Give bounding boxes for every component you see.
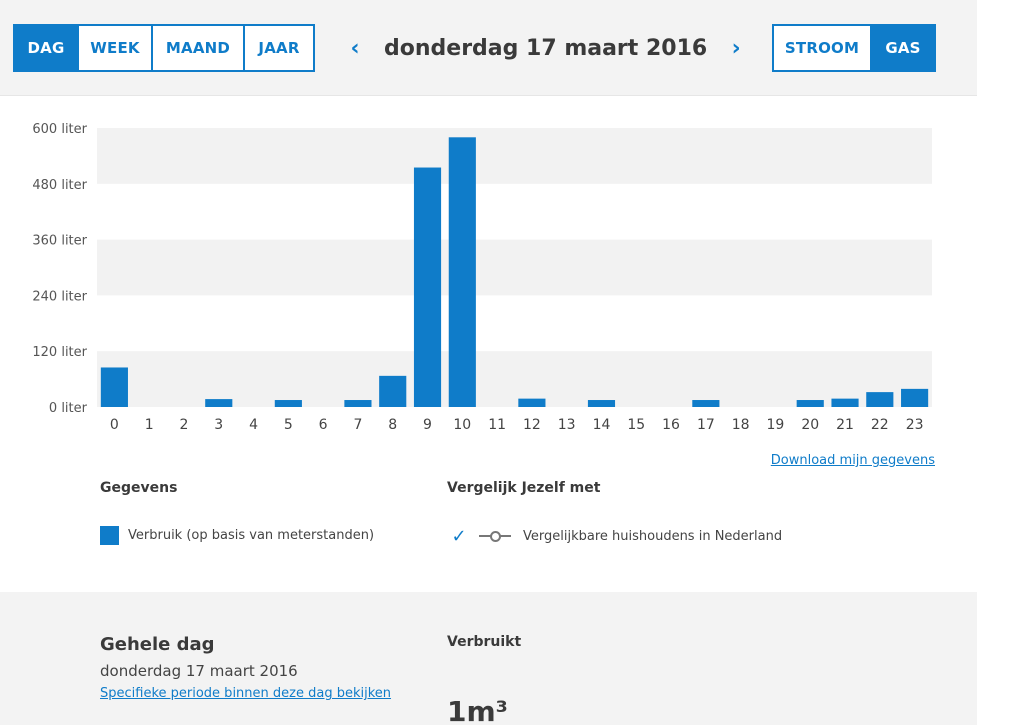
x-tick-label: 11 [488,417,506,433]
y-tick-label: 0 liter [49,401,88,416]
x-tick-label: 4 [249,417,258,433]
x-tick-label: 6 [319,417,328,433]
y-tick-label: 600 liter [32,122,87,137]
bar [587,400,616,407]
x-tick-label: 12 [523,417,541,433]
bar [448,137,476,408]
used-value: 1m³ [447,695,508,725]
line-marker-icon [479,530,511,542]
x-tick-label: 7 [353,417,362,433]
x-tick-label: 8 [388,417,397,433]
bar [518,398,546,407]
tab-jaar[interactable]: JAAR [258,39,300,57]
tab-maand[interactable]: MAAND [153,26,245,70]
compare-section-title: Vergelijk Jezelf met [447,480,601,496]
bar [831,398,859,407]
legend-usage: Verbruik (op basis van meterstanden) [100,526,374,545]
bar [413,167,442,407]
download-data-link[interactable]: Download mijn gegevens [770,453,935,468]
date-title: donderdag 17 maart 2016 [384,35,708,61]
x-tick-label: 21 [836,417,854,433]
bar [274,400,302,407]
x-tick-label: 13 [558,417,576,433]
y-tick-label: 120 liter [32,345,87,360]
x-tick-label: 16 [662,417,680,433]
checkmark-icon[interactable]: ✓ [451,525,467,547]
grid-band [97,239,932,296]
tab-week[interactable]: WEEK [79,26,153,70]
legend-compare[interactable]: ✓ Vergelijkbare huishoudens in Nederland [447,524,782,548]
chevron-left-icon[interactable]: ‹ [350,35,360,61]
date-navigation: ‹ donderdag 17 maart 2016 › [340,30,751,66]
x-tick-label: 3 [214,417,223,433]
y-tick-label: 360 liter [32,234,87,249]
x-tick-label: 20 [801,417,819,433]
bar [379,375,407,407]
bar [205,399,233,407]
usage-chart: 0 liter 120 liter 240 liter 360 liter 480 li… [0,110,977,440]
x-tick-label: 2 [180,417,189,433]
tab-dag[interactable]: DAG [15,26,79,70]
bar [100,367,128,407]
x-tick-label: 10 [453,417,471,433]
y-tick-label: 240 liter [32,289,87,304]
tab-stroom[interactable]: STROOM [774,26,872,70]
x-tick-label: 5 [284,417,293,433]
bar [901,388,929,407]
x-tick-label: 0 [110,417,119,433]
grid-band [97,128,932,184]
energy-type-selector: STROOM GAS [772,24,936,72]
summary-date: donderdag 17 maart 2016 [100,662,298,680]
bar [866,392,894,407]
summary-panel: Gehele dag donderdag 17 maart 2016 Speci… [0,592,977,725]
bar [796,400,824,407]
legend-usage-label: Verbruik (op basis van meterstanden) [128,528,375,543]
x-tick-label: 18 [732,417,750,433]
chevron-right-icon[interactable]: › [731,35,741,61]
summary-title: Gehele dag [100,634,215,655]
grid-band [97,351,932,407]
legend-compare-label: Vergelijkbare huishoudens in Nederland [523,528,783,544]
x-tick-label: 15 [627,417,645,433]
bar [344,400,372,407]
bar [692,400,720,407]
period-selector: DAG WEEK MAAND JAAR [13,24,315,72]
y-tick-label: 480 liter [32,178,87,193]
x-tick-label: 22 [871,417,889,433]
x-tick-label: 17 [697,417,715,433]
specific-period-link[interactable]: Specifieke periode binnen deze dag bekij… [100,686,392,701]
top-toolbar: DAG WEEK MAAND JAAR ‹ donderdag 17 maart… [0,0,977,96]
x-tick-label: 19 [767,417,785,433]
usage-color-swatch [100,526,119,545]
x-tick-label: 1 [145,417,154,433]
usage-chart-svg: 0 liter 120 liter 240 liter 360 liter 480 li… [32,122,932,433]
x-tick-label: 23 [906,417,924,433]
used-label: Verbruikt [447,634,522,650]
tab-gas[interactable]: GAS [872,26,934,70]
x-tick-label: 14 [593,417,611,433]
x-tick-label: 9 [423,417,432,433]
data-section-title: Gegevens [100,480,178,496]
